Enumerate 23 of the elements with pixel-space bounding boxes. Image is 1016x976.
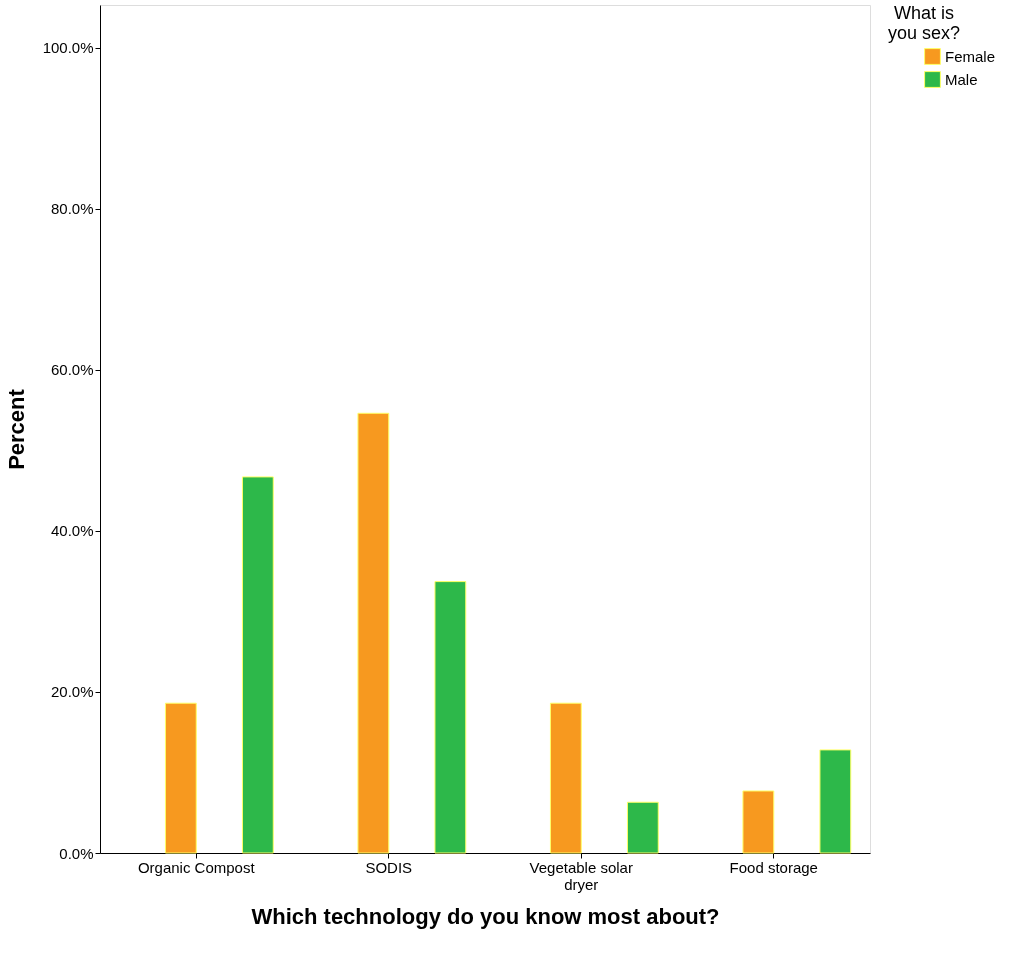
bar bbox=[626, 801, 659, 854]
y-tick-label: 60.0% bbox=[50, 361, 94, 379]
bar bbox=[819, 749, 852, 854]
bar bbox=[549, 702, 582, 854]
x-tick-label: SODIS bbox=[365, 858, 413, 876]
bar bbox=[164, 702, 197, 854]
x-tick-label: Vegetable solar dryer bbox=[529, 858, 633, 893]
y-tick-label: 0.0% bbox=[59, 844, 94, 862]
y-tick-label: 20.0% bbox=[50, 683, 94, 701]
y-tick-label: 80.0% bbox=[50, 200, 94, 218]
y-tick-label: 40.0% bbox=[50, 522, 94, 540]
legend-title: What is you sex? bbox=[887, 3, 961, 43]
bar bbox=[434, 581, 467, 854]
bar bbox=[357, 412, 390, 854]
bar bbox=[241, 476, 274, 854]
x-tick-label: Organic Compost bbox=[137, 858, 256, 876]
x-tick-label: Food storage bbox=[729, 858, 818, 876]
y-tick-label: 100.0% bbox=[42, 39, 94, 57]
x-axis-title: Which technology do you know most about? bbox=[251, 903, 720, 929]
legend-label: Female bbox=[945, 47, 996, 65]
bar bbox=[742, 790, 775, 854]
legend-label: Male bbox=[945, 70, 978, 88]
y-axis-title: Percent bbox=[3, 388, 29, 470]
